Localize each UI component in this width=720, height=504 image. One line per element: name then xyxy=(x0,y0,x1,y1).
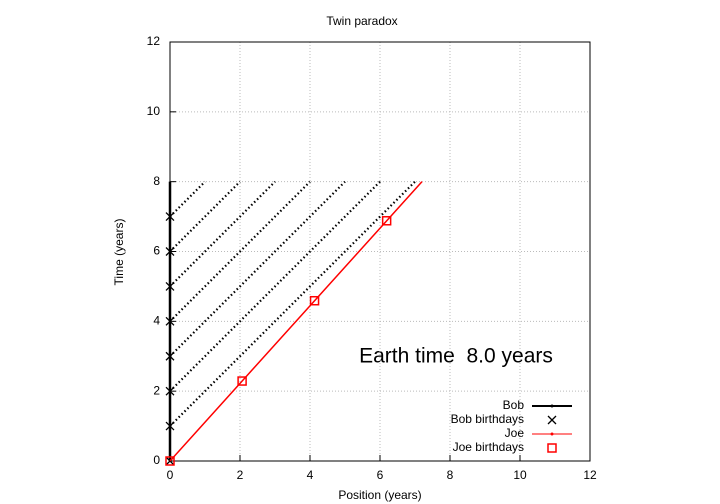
chart-title: Twin paradox xyxy=(326,14,397,28)
annotation: Earth time 8.0 years xyxy=(359,345,553,368)
x-tick-label: 0 xyxy=(167,468,174,482)
point xyxy=(165,386,175,396)
point xyxy=(381,216,392,226)
y-tick-label: 6 xyxy=(153,244,160,258)
series-line xyxy=(169,181,423,462)
light-signal xyxy=(169,180,241,253)
point xyxy=(165,421,175,431)
point xyxy=(165,351,175,361)
y-tick-label: 0 xyxy=(153,453,160,467)
y-tick-label: 4 xyxy=(153,314,160,328)
legend-marker xyxy=(550,404,554,408)
light-signal xyxy=(169,180,311,323)
y-tick-label: 12 xyxy=(147,34,161,48)
light-signal xyxy=(169,180,381,392)
point xyxy=(165,247,175,256)
legend-marker xyxy=(547,415,557,425)
x-tick-label: 10 xyxy=(513,468,527,482)
light-signal xyxy=(169,180,206,218)
y-tick-label: 2 xyxy=(153,383,160,397)
point xyxy=(165,456,175,466)
point xyxy=(165,212,175,222)
legend-label: Bob xyxy=(503,398,525,412)
x-tick-label: 12 xyxy=(583,468,597,482)
y-tick-label: 8 xyxy=(153,174,160,188)
y-axis-label: Time (years) xyxy=(112,219,126,286)
light-signal xyxy=(169,180,416,427)
point xyxy=(309,295,320,306)
legend-marker xyxy=(547,443,557,453)
x-tick-label: 8 xyxy=(447,468,454,482)
legend-label: Joe xyxy=(505,426,525,440)
point xyxy=(237,376,247,386)
light-signal xyxy=(169,180,276,288)
legend-label: Bob birthdays xyxy=(451,412,524,426)
legend-marker xyxy=(550,432,554,436)
x-axis-label: Position (years) xyxy=(338,488,421,502)
point xyxy=(165,316,175,326)
legend-label: Joe birthdays xyxy=(453,440,524,454)
point xyxy=(165,281,175,291)
y-tick-label: 10 xyxy=(147,104,161,118)
x-tick-label: 6 xyxy=(377,468,384,482)
x-tick-label: 2 xyxy=(237,468,244,482)
x-tick-label: 4 xyxy=(307,468,314,482)
light-signal xyxy=(169,180,346,358)
